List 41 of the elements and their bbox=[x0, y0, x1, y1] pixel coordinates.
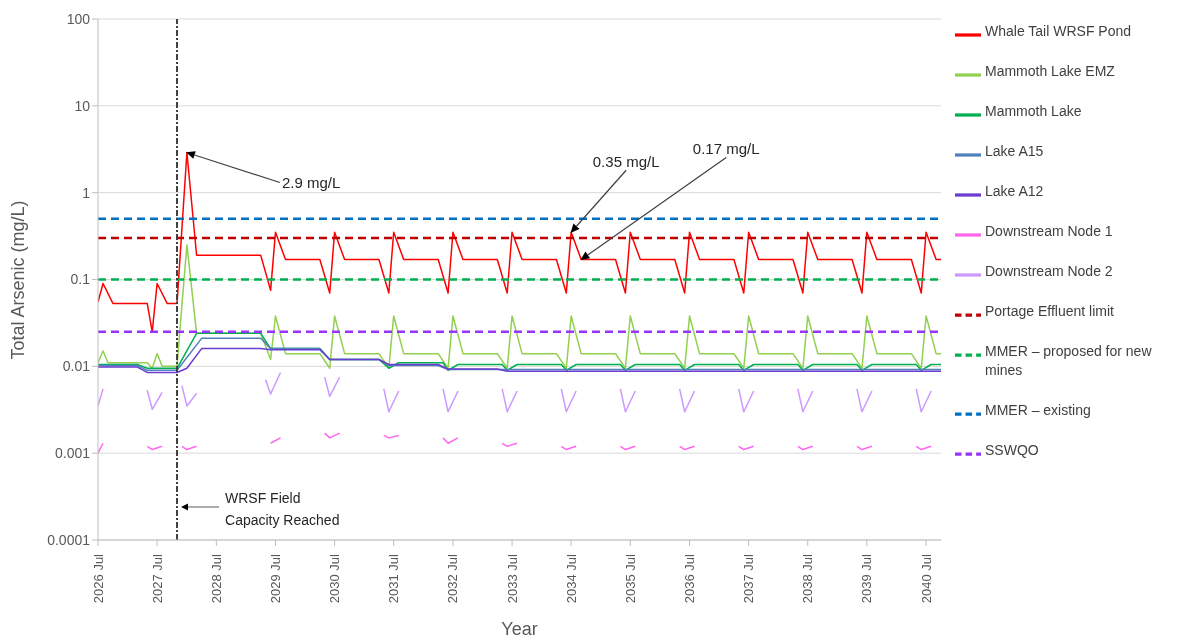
x-tick-label: 2032 Jul bbox=[445, 553, 461, 604]
x-tick-label: 2026 Jul bbox=[90, 553, 106, 604]
legend-label: Portage Effluent limit bbox=[985, 302, 1115, 321]
legend-label: Mammoth Lake EMZ bbox=[985, 62, 1116, 81]
legend-label: MMER – existing bbox=[985, 401, 1092, 420]
line-series bbox=[98, 347, 941, 374]
line-series bbox=[98, 244, 941, 370]
x-tick-label: 2028 Jul bbox=[208, 553, 224, 604]
y-tick-label: 0.1 bbox=[70, 271, 91, 288]
x-tick-label: 2029 Jul bbox=[267, 553, 283, 604]
y-tick-label: 0.0001 bbox=[47, 531, 91, 548]
x-tick-label: 2027 Jul bbox=[149, 553, 165, 604]
x-axis-title: Year bbox=[501, 619, 538, 639]
x-tick-label: 2038 Jul bbox=[800, 553, 816, 604]
legend-label: MMER – proposed for new mines bbox=[985, 342, 1153, 380]
x-tick-label: 2033 Jul bbox=[504, 553, 520, 604]
x-tick-label: 2031 Jul bbox=[386, 553, 402, 604]
x-tick-label: 2035 Jul bbox=[622, 553, 638, 604]
y-tick-label: 10 bbox=[74, 97, 91, 114]
y-tick-label: 0.01 bbox=[62, 358, 91, 375]
x-tick-label: 2030 Jul bbox=[327, 553, 343, 604]
legend-label: Mammoth Lake bbox=[985, 102, 1083, 121]
y-tick-label: 0.001 bbox=[54, 445, 91, 462]
x-tick-label: 2040 Jul bbox=[918, 553, 934, 604]
legend-label: Whale Tail WRSF Pond bbox=[985, 22, 1132, 41]
ref-line-label: WRSF Field Capacity Reached bbox=[225, 490, 340, 528]
x-tick-label: 2034 Jul bbox=[563, 553, 579, 604]
legend-label: Downstream Node 1 bbox=[985, 222, 1114, 241]
legend-label: Lake A15 bbox=[985, 142, 1045, 161]
x-tick-label: 2039 Jul bbox=[859, 553, 875, 604]
legend-label: Downstream Node 2 bbox=[985, 262, 1114, 281]
x-tick-label: 2037 Jul bbox=[741, 553, 757, 604]
y-tick-label: 100 bbox=[66, 10, 91, 27]
legend-label: SSWQO bbox=[985, 441, 1040, 460]
annotation: 2.9 mg/L bbox=[281, 173, 341, 191]
legend-label: Lake A12 bbox=[985, 182, 1045, 201]
annotation: 0.35 mg/L bbox=[592, 153, 660, 171]
y-tick-label: 1 bbox=[82, 184, 91, 201]
x-tick-label: 2036 Jul bbox=[682, 553, 698, 604]
annotation: 0.17 mg/L bbox=[692, 140, 760, 158]
y-axis-title: Total Arsenic (mg/L) bbox=[8, 200, 29, 360]
